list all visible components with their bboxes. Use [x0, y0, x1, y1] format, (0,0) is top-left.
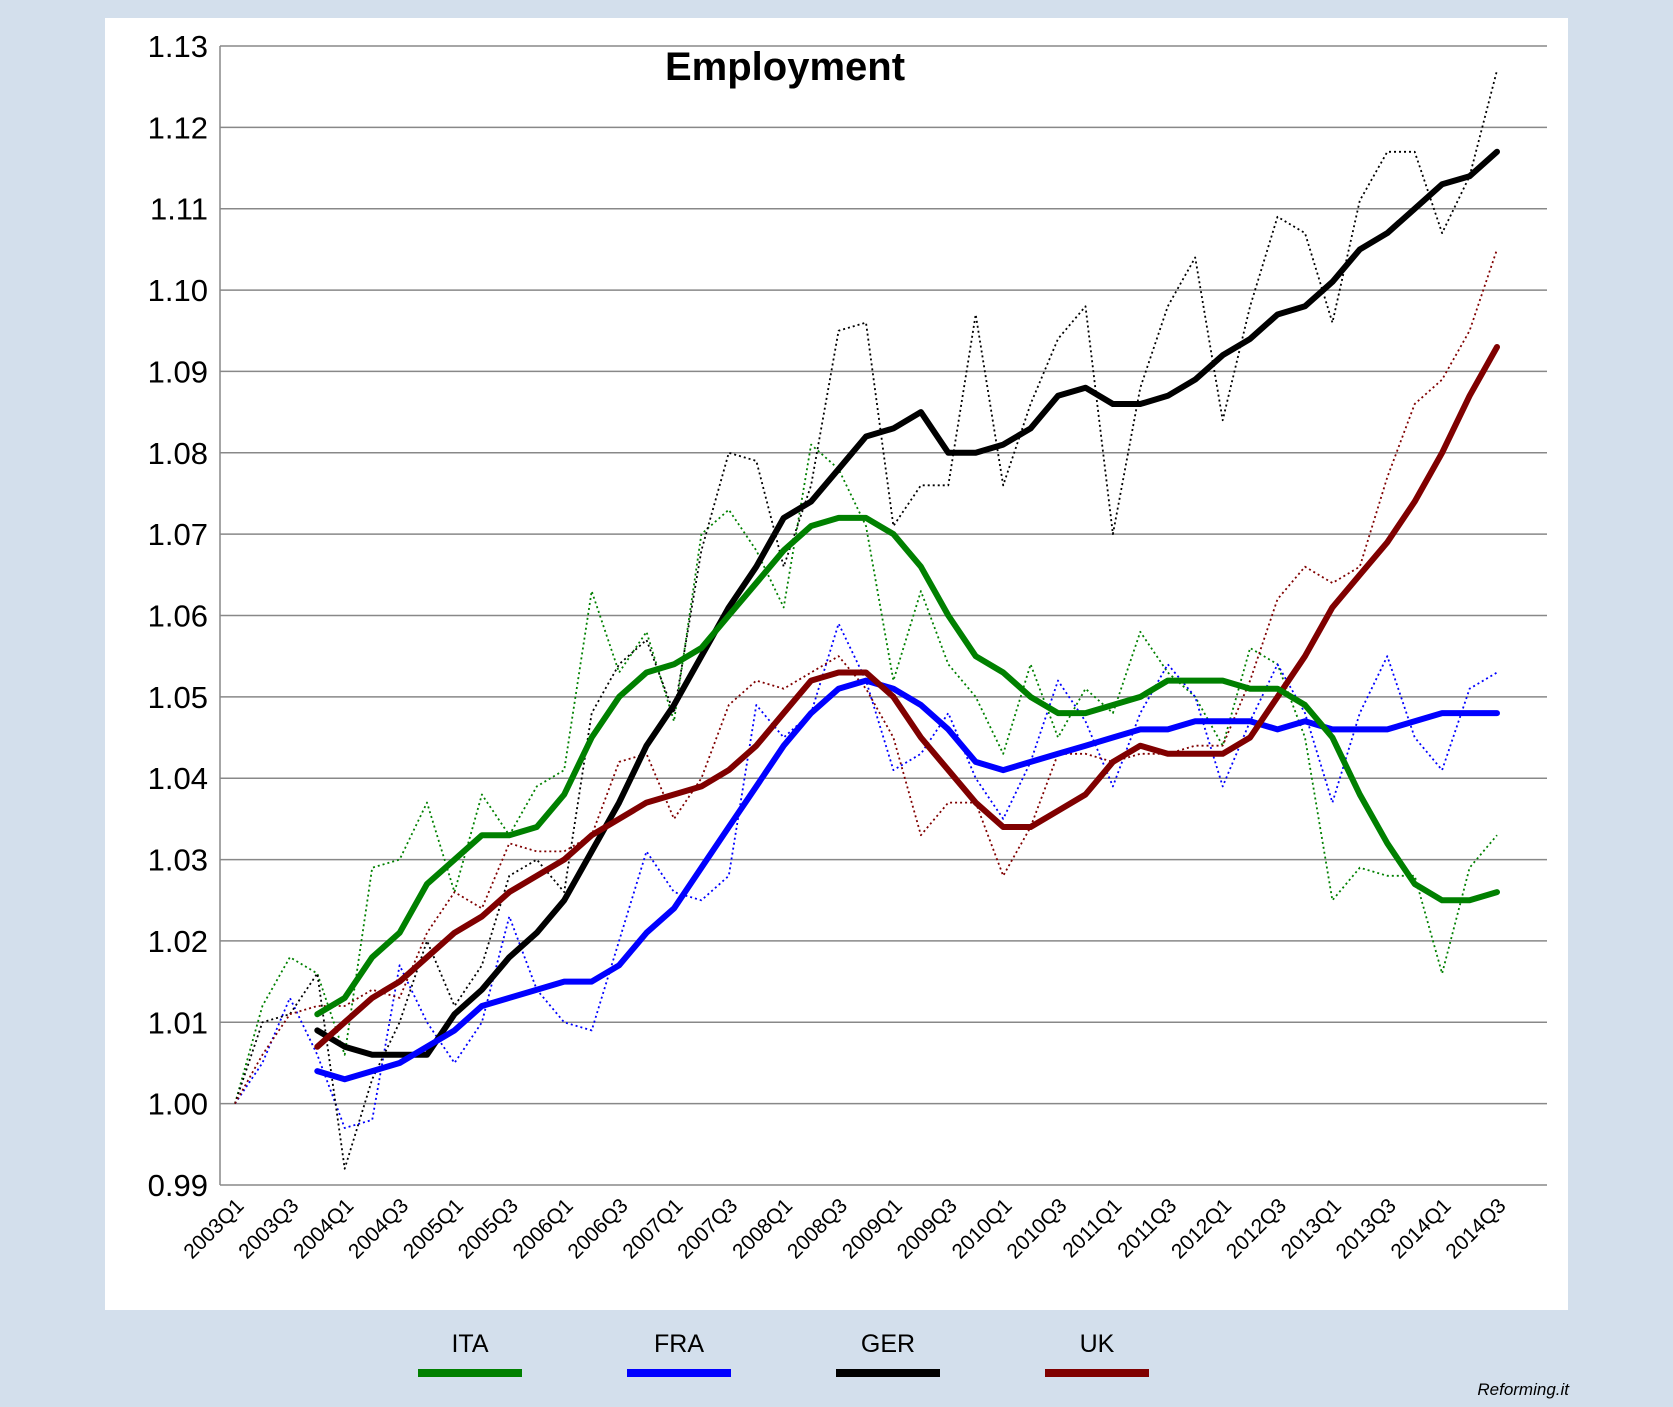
- legend-swatch-ita: [418, 1369, 522, 1377]
- legend-label-ita: ITA: [451, 1330, 489, 1358]
- x-tick-label: 2014Q1: [1387, 1194, 1456, 1263]
- legend-swatch-fra: [627, 1369, 731, 1377]
- x-tick-label: 2003Q1: [179, 1194, 248, 1263]
- x-tick-label: 2006Q3: [564, 1194, 633, 1263]
- legend-label-fra: FRA: [654, 1330, 704, 1358]
- x-tick-label: 2009Q1: [838, 1194, 907, 1263]
- series-raw-uk: [234, 249, 1498, 1105]
- y-tick-label: 0.99: [148, 1168, 208, 1203]
- series-line-ita: [314, 514, 1500, 1018]
- x-tick-label: 2013Q3: [1332, 1194, 1401, 1263]
- x-tick-label: 2005Q1: [399, 1194, 468, 1263]
- series-line-uk: [314, 344, 1500, 1050]
- x-tick-label: 2012Q1: [1167, 1194, 1236, 1263]
- legend-label-ger: GER: [860, 1330, 916, 1358]
- series-raw-ita: [234, 443, 1498, 1104]
- x-tick-label: 2004Q1: [289, 1194, 358, 1263]
- y-tick-label: 1.00: [148, 1087, 208, 1122]
- y-tick-label: 1.10: [148, 273, 208, 308]
- x-tick-label: 2009Q3: [893, 1194, 962, 1263]
- y-tick-label: 1.12: [148, 110, 208, 145]
- legend-swatch-uk: [1045, 1369, 1149, 1377]
- y-tick-label: 1.01: [148, 1005, 208, 1040]
- source-credit: Reforming.it: [1477, 1380, 1569, 1399]
- y-tick-label: 1.09: [148, 354, 208, 389]
- series-raw-ger: [234, 70, 1498, 1170]
- series-line-ger: [314, 148, 1500, 1058]
- legend-swatch-ger: [836, 1369, 940, 1377]
- legend-label-uk: UK: [1079, 1330, 1115, 1358]
- employment-chart: 0.99 1.00 1.01 1.02 1.03 1.04 1.05 1.06 1.07 1.08…: [148, 29, 1547, 1263]
- x-tick-label: 2010Q1: [948, 1194, 1017, 1263]
- y-tick-label: 1.02: [148, 924, 208, 959]
- y-tick-label: 1.04: [148, 761, 208, 796]
- x-tick-label: 2007Q3: [673, 1194, 742, 1263]
- x-tick-label: 2008Q1: [728, 1194, 797, 1263]
- legend: ITA FRA GER UK: [0, 1330, 1673, 1390]
- legend-item-ger: GER: [836, 1330, 940, 1380]
- x-tick-label: 2014Q3: [1441, 1194, 1510, 1263]
- series-line-fra: [314, 677, 1500, 1083]
- y-tick-label: 1.08: [148, 436, 208, 471]
- y-tick-label: 1.13: [148, 29, 208, 64]
- x-tick-label: 2008Q3: [783, 1194, 852, 1263]
- x-tick-label: 2010Q3: [1002, 1194, 1071, 1263]
- x-tick-label: 2005Q3: [454, 1194, 523, 1263]
- x-tick-label: 2011Q1: [1058, 1194, 1126, 1262]
- x-tick-label: 2012Q3: [1222, 1194, 1291, 1263]
- x-tick-label: 2013Q1: [1277, 1194, 1346, 1263]
- legend-item-ita: ITA: [418, 1330, 522, 1380]
- y-tick-label: 1.06: [148, 599, 208, 634]
- x-tick-label: 2004Q3: [344, 1194, 413, 1263]
- x-tick-label: 2007Q1: [618, 1194, 687, 1263]
- chart-title: Employment: [665, 45, 905, 89]
- chart-panel: 0.99 1.00 1.01 1.02 1.03 1.04 1.05 1.06 1.07 1.08…: [105, 18, 1568, 1310]
- y-tick-label: 1.11: [150, 192, 208, 227]
- legend-item-fra: FRA: [627, 1330, 731, 1380]
- legend-item-uk: UK: [1045, 1330, 1149, 1380]
- y-tick-label: 1.05: [148, 680, 208, 715]
- y-tick-label: 1.03: [148, 843, 208, 878]
- y-tick-label: 1.07: [148, 517, 208, 552]
- x-tick-label: 2003Q3: [234, 1194, 303, 1263]
- x-tick-label: 2006Q1: [509, 1194, 578, 1263]
